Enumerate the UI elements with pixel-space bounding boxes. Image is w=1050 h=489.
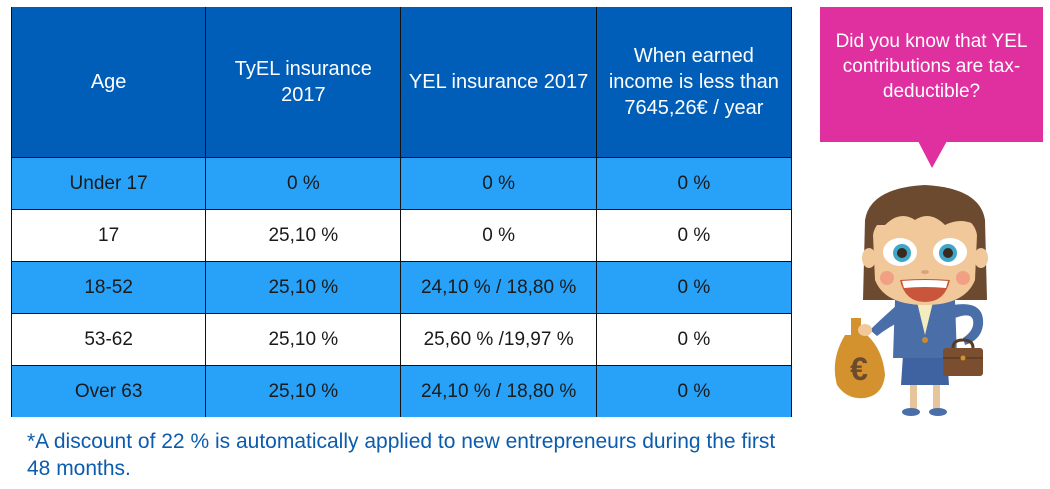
table-row: Under 17 0 % 0 % 0 %	[10, 157, 793, 210]
speech-bubble-tail	[918, 141, 947, 168]
cell-tyel: 25,10 %	[205, 365, 402, 417]
cell-yel: 25,60 % /19,97 %	[400, 313, 597, 366]
table-row: Over 63 25,10 % 24,10 % / 18,80 % 0 %	[10, 365, 793, 417]
cell-age: 17	[10, 209, 207, 262]
cell-yel: 0 %	[400, 157, 597, 210]
cell-tyel: 25,10 %	[205, 313, 402, 366]
cell-age: 53-62	[10, 313, 207, 366]
cell-tyel: 0 %	[205, 157, 402, 210]
table-row: 53-62 25,10 % 25,60 % /19,97 % 0 %	[10, 313, 793, 366]
table-header-row: Age TyEL insurance 2017 YEL insurance 20…	[10, 7, 793, 158]
cell-yel: 0 %	[400, 209, 597, 262]
cell-low-income: 0 %	[595, 209, 793, 262]
header-yel: YEL insurance 2017	[400, 7, 597, 158]
businesswoman-illustration-icon: €	[834, 185, 988, 416]
cell-low-income: 0 %	[595, 261, 793, 314]
svg-text:€: €	[850, 351, 868, 387]
header-low-income: When earned income is less than 7645,26€…	[595, 7, 793, 158]
insurance-rates-table: Age TyEL insurance 2017 YEL insurance 20…	[10, 7, 793, 417]
cell-tyel: 25,10 %	[205, 209, 402, 262]
discount-footnote: *A discount of 22 % is automatically app…	[27, 430, 776, 480]
cell-low-income: 0 %	[595, 157, 793, 210]
cell-age: Over 63	[10, 365, 207, 417]
table-row: 18-52 25,10 % 24,10 % / 18,80 % 0 %	[10, 261, 793, 314]
speech-bubble: Did you know that YEL contributions are …	[820, 7, 1043, 142]
cell-age: Under 17	[10, 157, 207, 210]
header-age: Age	[10, 7, 207, 158]
cell-low-income: 0 %	[595, 365, 793, 417]
cell-tyel: 25,10 %	[205, 261, 402, 314]
cell-age: 18-52	[10, 261, 207, 314]
header-tyel: TyEL insurance 2017	[205, 7, 402, 158]
cell-low-income: 0 %	[595, 313, 793, 366]
table-row: 17 25,10 % 0 % 0 %	[10, 209, 793, 262]
speech-bubble-text: Did you know that YEL contributions are …	[835, 31, 1028, 102]
cell-yel: 24,10 % / 18,80 %	[400, 261, 597, 314]
cell-yel: 24,10 % / 18,80 %	[400, 365, 597, 417]
